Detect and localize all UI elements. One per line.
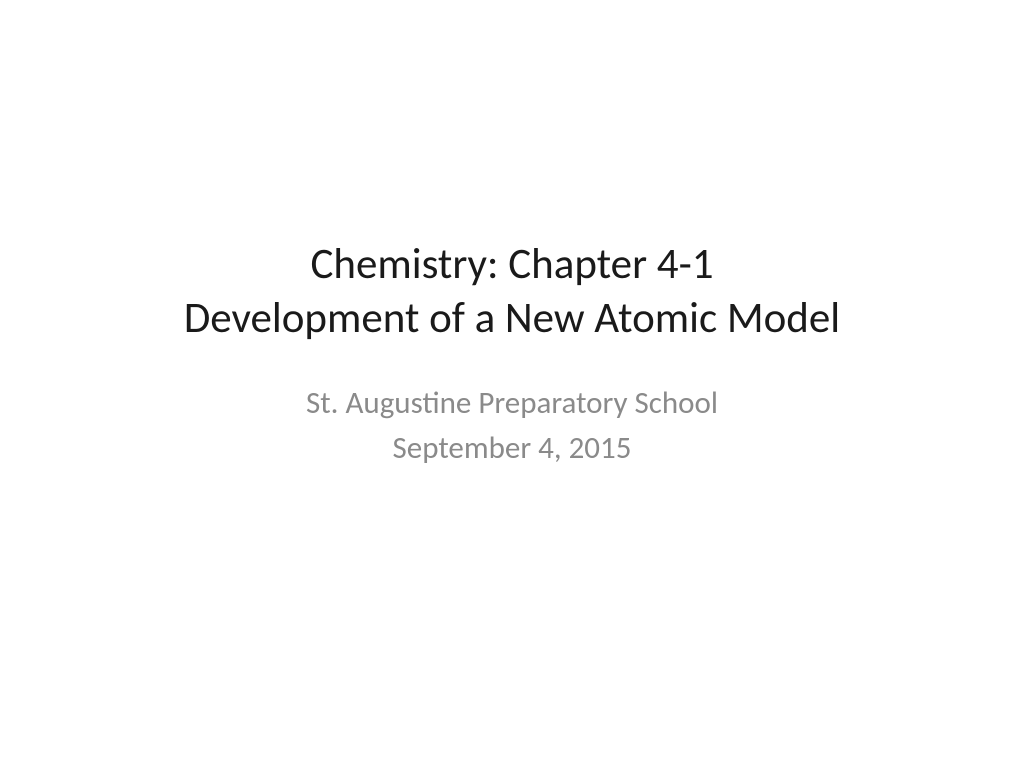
title-line-1: Chemistry: Chapter 4-1 (40, 237, 984, 291)
slide-container: Chemistry: Chapter 4-1 Development of a … (0, 237, 1024, 470)
subtitle-line-1: St. Augustine Preparatory School (40, 381, 984, 426)
slide-subtitle: St. Augustine Preparatory School Septemb… (40, 381, 984, 471)
title-line-2: Development of a New Atomic Model (40, 291, 984, 345)
subtitle-line-2: September 4, 2015 (40, 426, 984, 471)
slide-title: Chemistry: Chapter 4-1 Development of a … (40, 237, 984, 345)
